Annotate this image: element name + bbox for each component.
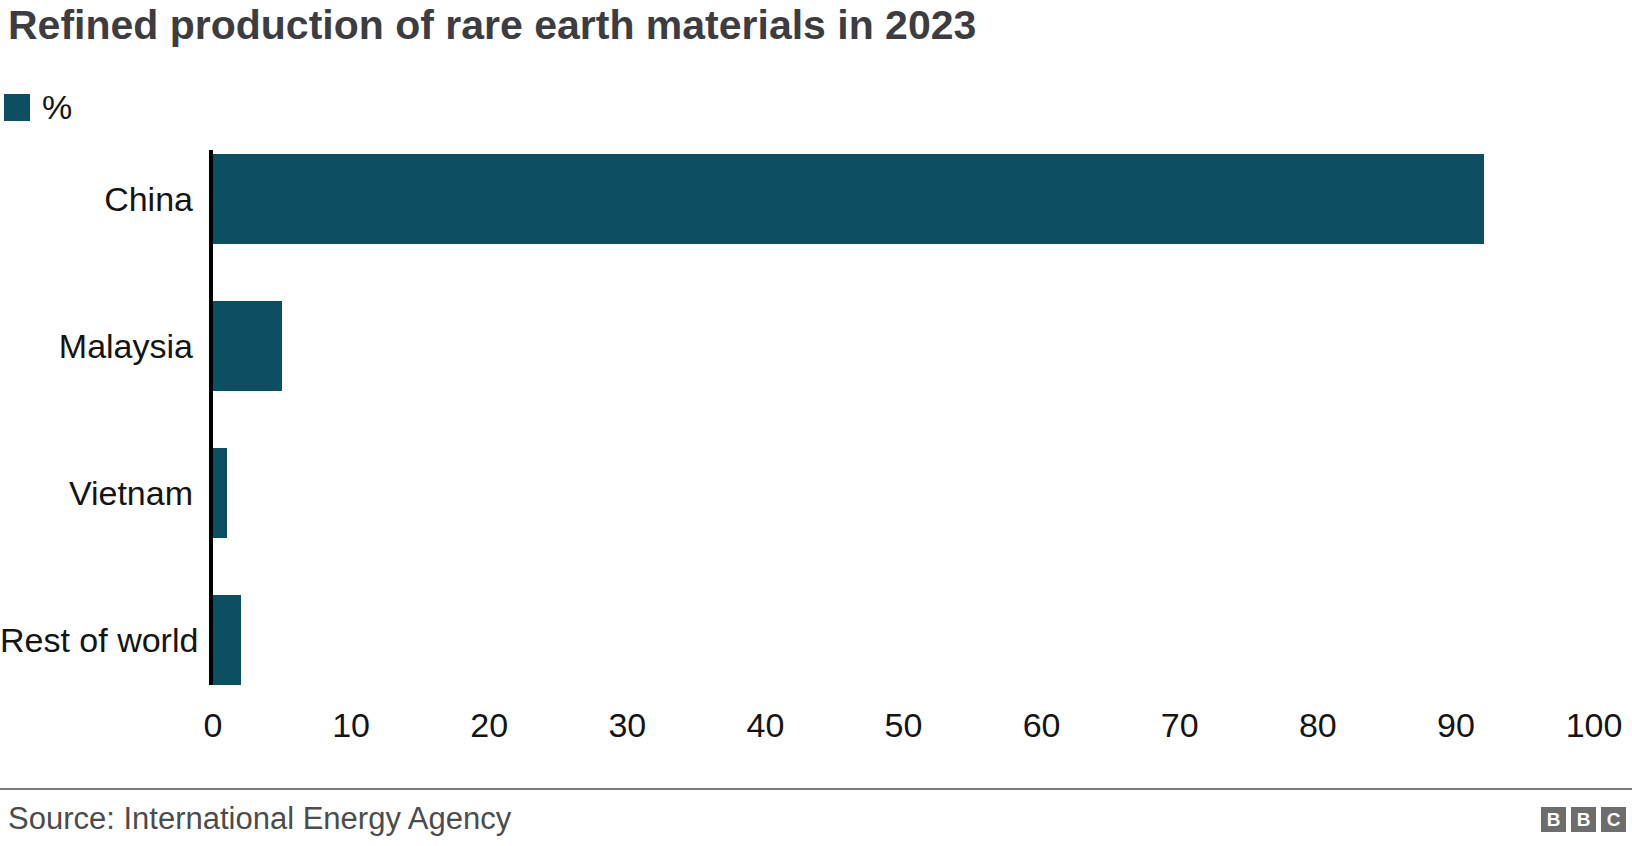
bbc-logo-block: B bbox=[1541, 807, 1566, 832]
source-label: Source: International Energy Agency bbox=[8, 801, 511, 837]
bar-row: Rest of world bbox=[0, 595, 1594, 685]
x-tick-label: 10 bbox=[332, 706, 370, 745]
chart-title: Refined production of rare earth materia… bbox=[8, 2, 976, 49]
x-tick-label: 50 bbox=[885, 706, 923, 745]
bar bbox=[213, 154, 1484, 244]
x-tick-label: 0 bbox=[204, 706, 223, 745]
bar-track bbox=[213, 448, 1594, 538]
x-tick-label: 40 bbox=[746, 706, 784, 745]
x-tick-label: 20 bbox=[470, 706, 508, 745]
footer-divider bbox=[0, 788, 1632, 790]
bar bbox=[213, 448, 227, 538]
legend-swatch-icon bbox=[4, 94, 30, 121]
chart-canvas: Refined production of rare earth materia… bbox=[0, 0, 1632, 846]
bar-track bbox=[213, 595, 1594, 685]
bar bbox=[213, 301, 282, 391]
bar bbox=[213, 595, 241, 685]
bar-rows: China Malaysia Vietnam Rest of world bbox=[0, 154, 1594, 685]
x-tick-label: 80 bbox=[1299, 706, 1337, 745]
legend: % bbox=[4, 88, 72, 127]
x-tick-label: 60 bbox=[1023, 706, 1061, 745]
bbc-logo-block: B bbox=[1571, 807, 1596, 832]
category-label: Vietnam bbox=[0, 474, 213, 513]
y-axis-line bbox=[209, 150, 213, 685]
bar-row: Malaysia bbox=[0, 301, 1594, 391]
bar-track bbox=[213, 154, 1594, 244]
category-label: Rest of world bbox=[0, 621, 213, 660]
bar-chart: China Malaysia Vietnam Rest of world bbox=[0, 154, 1594, 685]
x-tick-label: 100 bbox=[1566, 706, 1623, 745]
bar-track bbox=[213, 301, 1594, 391]
bar-row: Vietnam bbox=[0, 448, 1594, 538]
bbc-logo: BBC bbox=[1541, 807, 1626, 832]
category-label: Malaysia bbox=[0, 327, 213, 366]
x-tick-label: 90 bbox=[1437, 706, 1475, 745]
x-tick-label: 70 bbox=[1161, 706, 1199, 745]
legend-label: % bbox=[42, 88, 72, 127]
bar-row: China bbox=[0, 154, 1594, 244]
x-axis: 0102030405060708090100 bbox=[213, 706, 1594, 746]
bbc-logo-block: C bbox=[1601, 807, 1626, 832]
category-label: China bbox=[0, 180, 213, 219]
x-tick-label: 30 bbox=[608, 706, 646, 745]
